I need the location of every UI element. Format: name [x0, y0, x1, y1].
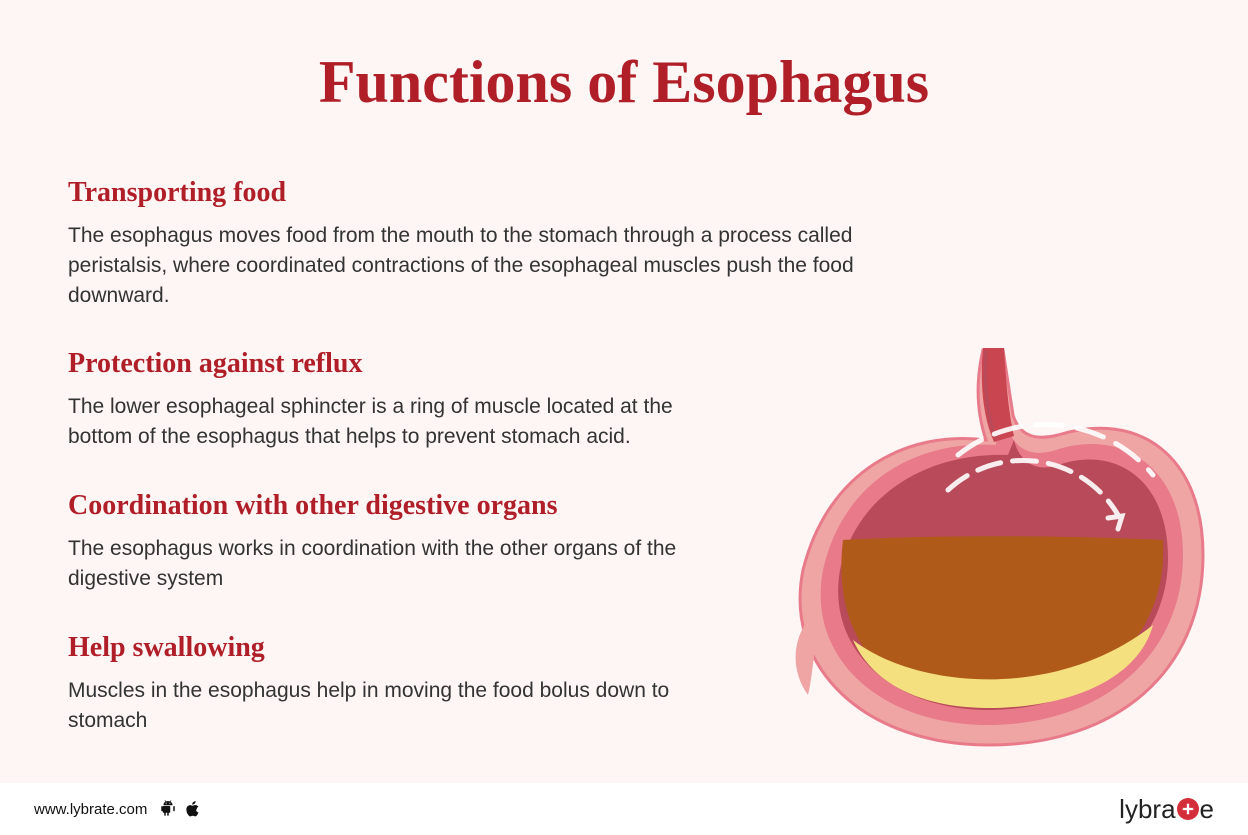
section-body: The esophagus moves food from the mouth …	[68, 221, 900, 310]
brand-text-post: e	[1200, 794, 1214, 825]
section-heading: Transporting food	[68, 177, 900, 209]
footer-left: www.lybrate.com	[34, 799, 201, 819]
section-body: Muscles in the esophagus help in moving …	[68, 676, 728, 736]
section-transporting: Transporting food The esophagus moves fo…	[68, 177, 900, 310]
brand-logo[interactable]: lybra e	[1119, 794, 1214, 825]
footer-url[interactable]: www.lybrate.com	[34, 801, 147, 818]
section-body: The lower esophageal sphincter is a ring…	[68, 392, 708, 452]
apple-icon	[185, 799, 201, 819]
page-title: Functions of Esophagus	[0, 0, 1248, 117]
medical-cross-icon	[1177, 798, 1199, 820]
android-icon	[159, 799, 177, 819]
section-body: The esophagus works in coordination with…	[68, 534, 708, 594]
stomach-illustration	[758, 340, 1248, 770]
brand-text-pre: lybra	[1119, 794, 1175, 825]
footer: www.lybrate.com lybra e	[0, 783, 1248, 835]
